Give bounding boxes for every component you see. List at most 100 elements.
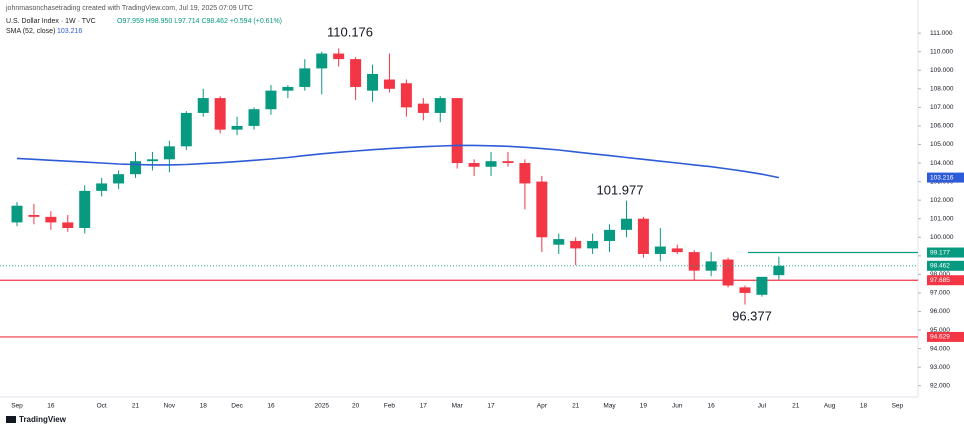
x-tick-label: Feb [384, 403, 396, 410]
footer-text: TradingView [19, 415, 67, 424]
candle-body [417, 103, 429, 113]
sma-legend-value: 103.216 [57, 28, 82, 35]
candle-body [722, 259, 734, 286]
x-tick-label: 18 [860, 403, 868, 410]
y-tick-label: 98.000 [930, 271, 950, 278]
y-tick-label: 108.000 [930, 86, 954, 93]
candle-body [570, 240, 582, 249]
y-tick-label: 94.000 [930, 345, 950, 352]
candle-body [11, 205, 23, 223]
x-tick-label: 17 [420, 403, 428, 410]
y-tick-label: 102.000 [930, 197, 954, 204]
candle-body [79, 190, 91, 228]
price-tag [927, 260, 964, 271]
x-tick-label: Nov [164, 403, 176, 410]
y-tick-label: 93.000 [930, 364, 950, 371]
y-tick-label: 105.000 [930, 141, 954, 148]
y-tick-label: 110.000 [930, 48, 953, 55]
y-tick-label: 109.000 [930, 67, 954, 74]
candle-body [28, 214, 40, 217]
price-tag [927, 172, 964, 183]
x-tick-label: 20 [352, 403, 360, 410]
x-tick-label: Sep [892, 403, 904, 410]
symbol-title: U.S. Dollar Index · 1W · TVC [6, 18, 96, 25]
candle-body [434, 98, 446, 113]
x-tick-label: Jul [758, 403, 767, 410]
candle-body [197, 98, 209, 113]
annotation: 96.377 [732, 308, 772, 323]
candle-body [400, 83, 412, 108]
x-tick-label: 16 [267, 403, 275, 410]
candle-body [146, 159, 158, 162]
candle-body [553, 239, 565, 245]
candle-body [367, 73, 379, 91]
y-tick-label: 101.000 [930, 215, 954, 222]
candle-body [265, 90, 277, 110]
y-tick-label: 106.000 [930, 123, 954, 130]
logo-mark [6, 416, 16, 423]
price-tag-label: 103.216 [930, 174, 954, 181]
x-tick-label: Dec [231, 403, 243, 410]
y-tick-label: 104.000 [930, 160, 954, 167]
candle-body [231, 125, 243, 130]
candle-body [536, 181, 548, 238]
price-tag [927, 247, 964, 258]
y-tick-label: 111.000 [930, 30, 953, 37]
candle-body [383, 79, 395, 89]
price-tag [927, 331, 964, 342]
candle-body [248, 109, 260, 126]
y-tick-label: 95.000 [930, 327, 950, 334]
x-tick-label: 19 [640, 403, 648, 410]
y-tick-label: 107.000 [930, 104, 954, 111]
y-tick-label: 97.000 [930, 290, 950, 297]
x-tick-label: 21 [132, 403, 140, 410]
x-tick-label: Mar [452, 403, 464, 410]
candle-body [333, 53, 345, 60]
x-tick-label: 16 [708, 403, 716, 410]
candle-body [451, 98, 463, 164]
x-tick-label: 21 [792, 403, 800, 410]
candle-body [350, 59, 362, 87]
candle-body [671, 248, 683, 253]
candle-body [468, 163, 480, 167]
price-tag [927, 275, 964, 286]
ohlc-legend: O97.959 H98.950 L97.714 C98.462 +0.594 (… [117, 18, 282, 25]
candle-body [756, 276, 768, 295]
x-tick-label: May [603, 403, 616, 410]
footer-logo: TradingView [6, 415, 67, 424]
candle-body [654, 246, 666, 254]
annotation: 101.977 [597, 182, 644, 197]
candle-body [214, 98, 226, 130]
candle-body [587, 240, 599, 249]
x-tick-label: Oct [97, 403, 107, 410]
credit: johnmasonchasetrading created with Tradi… [5, 5, 253, 12]
candle-body [485, 161, 497, 167]
candle-body [113, 174, 125, 184]
candle-body [316, 53, 328, 69]
candle-body [130, 161, 142, 175]
candle-body [519, 163, 531, 184]
sma-legend-name: SMA (52, close) [6, 28, 55, 35]
candle-body [688, 252, 700, 271]
candle-body [299, 68, 311, 87]
price-tag-label: 97.685 [930, 277, 950, 284]
candle-body [604, 229, 616, 241]
annotation: 110.176 [327, 24, 373, 39]
candle-body [502, 161, 514, 164]
x-tick-label: Sep [11, 403, 23, 410]
price-tag-label: 94.629 [930, 334, 950, 341]
price-tag-label: 98.462 [930, 263, 950, 270]
candle-body [163, 146, 175, 160]
candle-body [45, 216, 57, 223]
x-tick-label: Apr [537, 403, 548, 410]
candle-body [62, 222, 74, 228]
y-tick-label: 92.000 [930, 382, 950, 389]
candle-body [739, 287, 751, 293]
x-tick-label: 16 [47, 403, 55, 410]
candle-body [620, 218, 632, 230]
candle-body [96, 183, 108, 191]
y-tick-label: 96.000 [930, 308, 950, 315]
candle-body [180, 112, 192, 147]
